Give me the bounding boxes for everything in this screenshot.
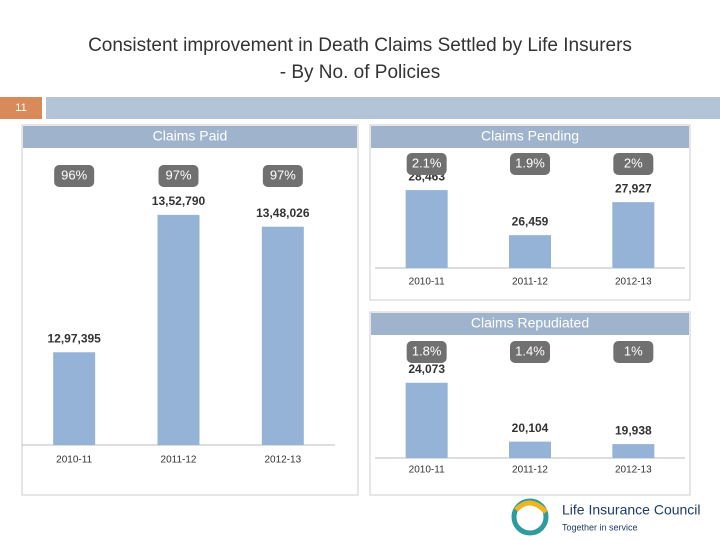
value-label: 12,97,395	[47, 331, 101, 345]
x-tick-label: 2010-11	[409, 277, 445, 288]
annotation-box	[510, 153, 550, 175]
page-number: 11	[15, 102, 26, 114]
bar	[612, 444, 655, 458]
panel-header	[371, 126, 689, 148]
value-label: 26,459	[512, 214, 549, 228]
bar	[53, 352, 96, 445]
bar	[405, 190, 448, 268]
annotation: 1.8%	[412, 343, 442, 358]
annotation-box	[262, 165, 303, 187]
panel-header	[23, 126, 357, 148]
bar	[405, 382, 448, 458]
annotation-box	[406, 341, 447, 363]
bar	[509, 441, 551, 458]
value-label: 13,48,026	[256, 206, 310, 220]
value-label: 19,938	[615, 423, 652, 437]
bar	[509, 235, 551, 268]
x-tick-label: 2011-12	[512, 465, 548, 476]
annotation-box	[510, 341, 550, 363]
annotation-box	[613, 153, 654, 175]
annotation: 2.1%	[412, 155, 442, 170]
chart-title: Claims Paid	[153, 128, 228, 144]
header-bar	[46, 97, 720, 119]
chart-title: Claims Repudiated	[471, 315, 589, 331]
annotation: 97%	[270, 167, 296, 182]
value-label: 24,073	[408, 362, 445, 376]
logo-tagline: Together in service	[562, 522, 638, 532]
logo: Life Insurance Council Together in servi…	[511, 498, 701, 536]
annotation-box	[613, 341, 654, 363]
x-tick-label: 2011-12	[161, 455, 197, 466]
panel-header	[371, 313, 689, 335]
x-tick-label: 2012-13	[615, 277, 652, 288]
annotation: 1%	[624, 343, 643, 358]
logo-name: Life Insurance Council	[562, 502, 701, 518]
bar	[612, 202, 655, 268]
annotation-box	[158, 165, 199, 187]
value-label: 20,104	[512, 421, 549, 435]
x-tick-label: 2012-13	[615, 465, 652, 476]
annotation-box	[54, 165, 95, 187]
x-tick-label: 2010-11	[409, 465, 445, 476]
value-label: 27,927	[615, 181, 652, 195]
x-tick-label: 2011-12	[512, 277, 548, 288]
annotation: 1.4%	[515, 343, 545, 358]
logo-mark	[514, 500, 548, 514]
annotation: 96%	[61, 167, 87, 182]
bar	[157, 214, 200, 445]
bar	[261, 226, 304, 445]
chart-title: Claims Pending	[481, 128, 579, 144]
annotation-box	[406, 153, 447, 175]
x-tick-label: 2012-13	[264, 455, 301, 466]
annotation: 1.9%	[515, 155, 545, 170]
slide-subtitle: - By No. of Policies	[280, 62, 441, 83]
page-number-box	[0, 97, 42, 119]
x-tick-label: 2010-11	[56, 455, 92, 466]
annotation: 2%	[624, 155, 643, 170]
annotation: 97%	[165, 167, 191, 182]
value-label: 13,52,790	[152, 194, 206, 208]
slide-title: Consistent improvement in Death Claims S…	[88, 35, 632, 56]
